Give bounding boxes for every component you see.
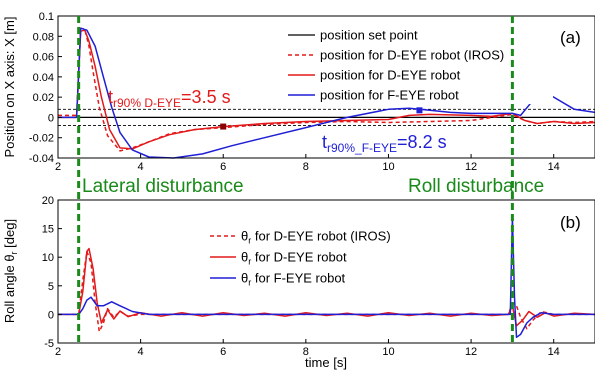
panel-b-ytick-label: 5 (48, 281, 54, 293)
panel-a-xtick-label: 14 (548, 161, 560, 173)
panel-b-xtick-label: 14 (548, 346, 560, 358)
panel-b-ytick-label: 0 (48, 309, 54, 321)
rise-time-marker-0 (220, 123, 227, 130)
panel-b-ytick-label: 20 (42, 195, 54, 207)
panel-a-legend-box (285, 18, 553, 104)
panel-b-axes-frame (57, 199, 595, 344)
legend-b-label-0: θr for D-EYE robot (IROS) (241, 229, 391, 246)
panel-b-legend: θr for D-EYE robot (IROS) θr for D-EYE r… (210, 229, 391, 288)
panel-a-legend: position set point position for D-EYE ro… (285, 18, 553, 104)
rise-time-marker-1 (416, 107, 423, 114)
legend-a-label-1: position for D-EYE robot (IROS) (320, 48, 504, 63)
panel-b-ytick-label: 15 (42, 224, 54, 236)
annotation-d-eye-rise-time: tr90% D-EYE=3.5 s (108, 87, 231, 110)
panel-a-ytick-label: -0.04 (29, 153, 54, 165)
roll-disturbance-label: Roll disturbance (408, 176, 544, 197)
panel-b-xtick-label: 10 (382, 346, 394, 358)
panel-b-xtick-label: 12 (465, 346, 477, 358)
panel-b-series-line-2 (58, 216, 595, 339)
panel-a-xtick-label: 10 (382, 161, 394, 173)
panel-b-label: (b) (560, 213, 581, 232)
panel-a-xtick-label: 12 (465, 161, 477, 173)
panel-a: 2 4 6 8 10 12 14 -0.04 -0.02 0 0.02 0.04 0.06 0.08 0.1… (2, 11, 595, 173)
panel-a-ticks: 2 4 6 8 10 12 14 -0.04 -0.02 0 0.02 0.04 0.06 0.08 0.1 (29, 11, 560, 173)
panel-b-ytick-label: 10 (42, 252, 54, 264)
legend-a-label-0: position set point (320, 28, 418, 43)
legend-a-label-2: position for D-EYE robot (320, 68, 461, 83)
panel-b-ytick-label: -5 (44, 338, 54, 350)
panel-b-xtick-label: 8 (303, 346, 309, 358)
panel-a-series-line-2 (58, 29, 595, 150)
annotation-f-eye-rise-time: tr90%_F-EYE=8.2 s (322, 132, 447, 155)
panel-b-ylabel: Roll angle θr [deg] (2, 219, 19, 323)
panel-b-xtick-label: 6 (220, 346, 226, 358)
panel-a-ytick-label: 0.06 (33, 52, 54, 64)
panel-a-ylabel: Position on X axis: X [m] (2, 17, 17, 158)
panel-a-markers (220, 107, 423, 130)
panel-a-ytick-label: -0.02 (29, 133, 54, 145)
panel-b-xlabel: time [s] (305, 355, 347, 370)
panel-a-ytick-label: 0.08 (33, 31, 54, 43)
panel-b-ticks: 2 4 6 8 10 12 14 -5 0 5 10 15 20 (42, 195, 560, 358)
panel-b-series-line-0 (58, 250, 595, 333)
panel-a-axes-frame (57, 15, 595, 159)
panel-a-ytick-label: 0 (48, 112, 54, 124)
panel-a-label: (a) (560, 28, 581, 47)
panel-a-xtick-label: 8 (303, 161, 309, 173)
panel-a-xtick-label: 2 (55, 161, 61, 173)
lateral-disturbance-label: Lateral disturbance (82, 176, 244, 197)
panel-a-xtick-label: 4 (138, 161, 144, 173)
panel-b: 2 4 6 8 10 12 14 -5 0 5 10 15 20 Roll angle θr [deg]… (2, 195, 595, 370)
legend-b-label-1: θr for D-EYE robot (241, 250, 347, 267)
panel-b-xtick-label: 4 (138, 346, 144, 358)
panel-a-ytick-label: 0.02 (33, 92, 54, 104)
panel-a-xtick-label: 6 (220, 161, 226, 173)
panel-b-xtick-label: 2 (55, 346, 61, 358)
panel-b-series (58, 216, 595, 339)
legend-a-label-3: position for F-EYE robot (320, 88, 459, 103)
panel-a-ytick-label: 0.04 (33, 72, 54, 84)
legend-b-label-2: θr for F-EYE robot (241, 271, 346, 288)
panel-a-ytick-label: 0.1 (39, 11, 54, 23)
